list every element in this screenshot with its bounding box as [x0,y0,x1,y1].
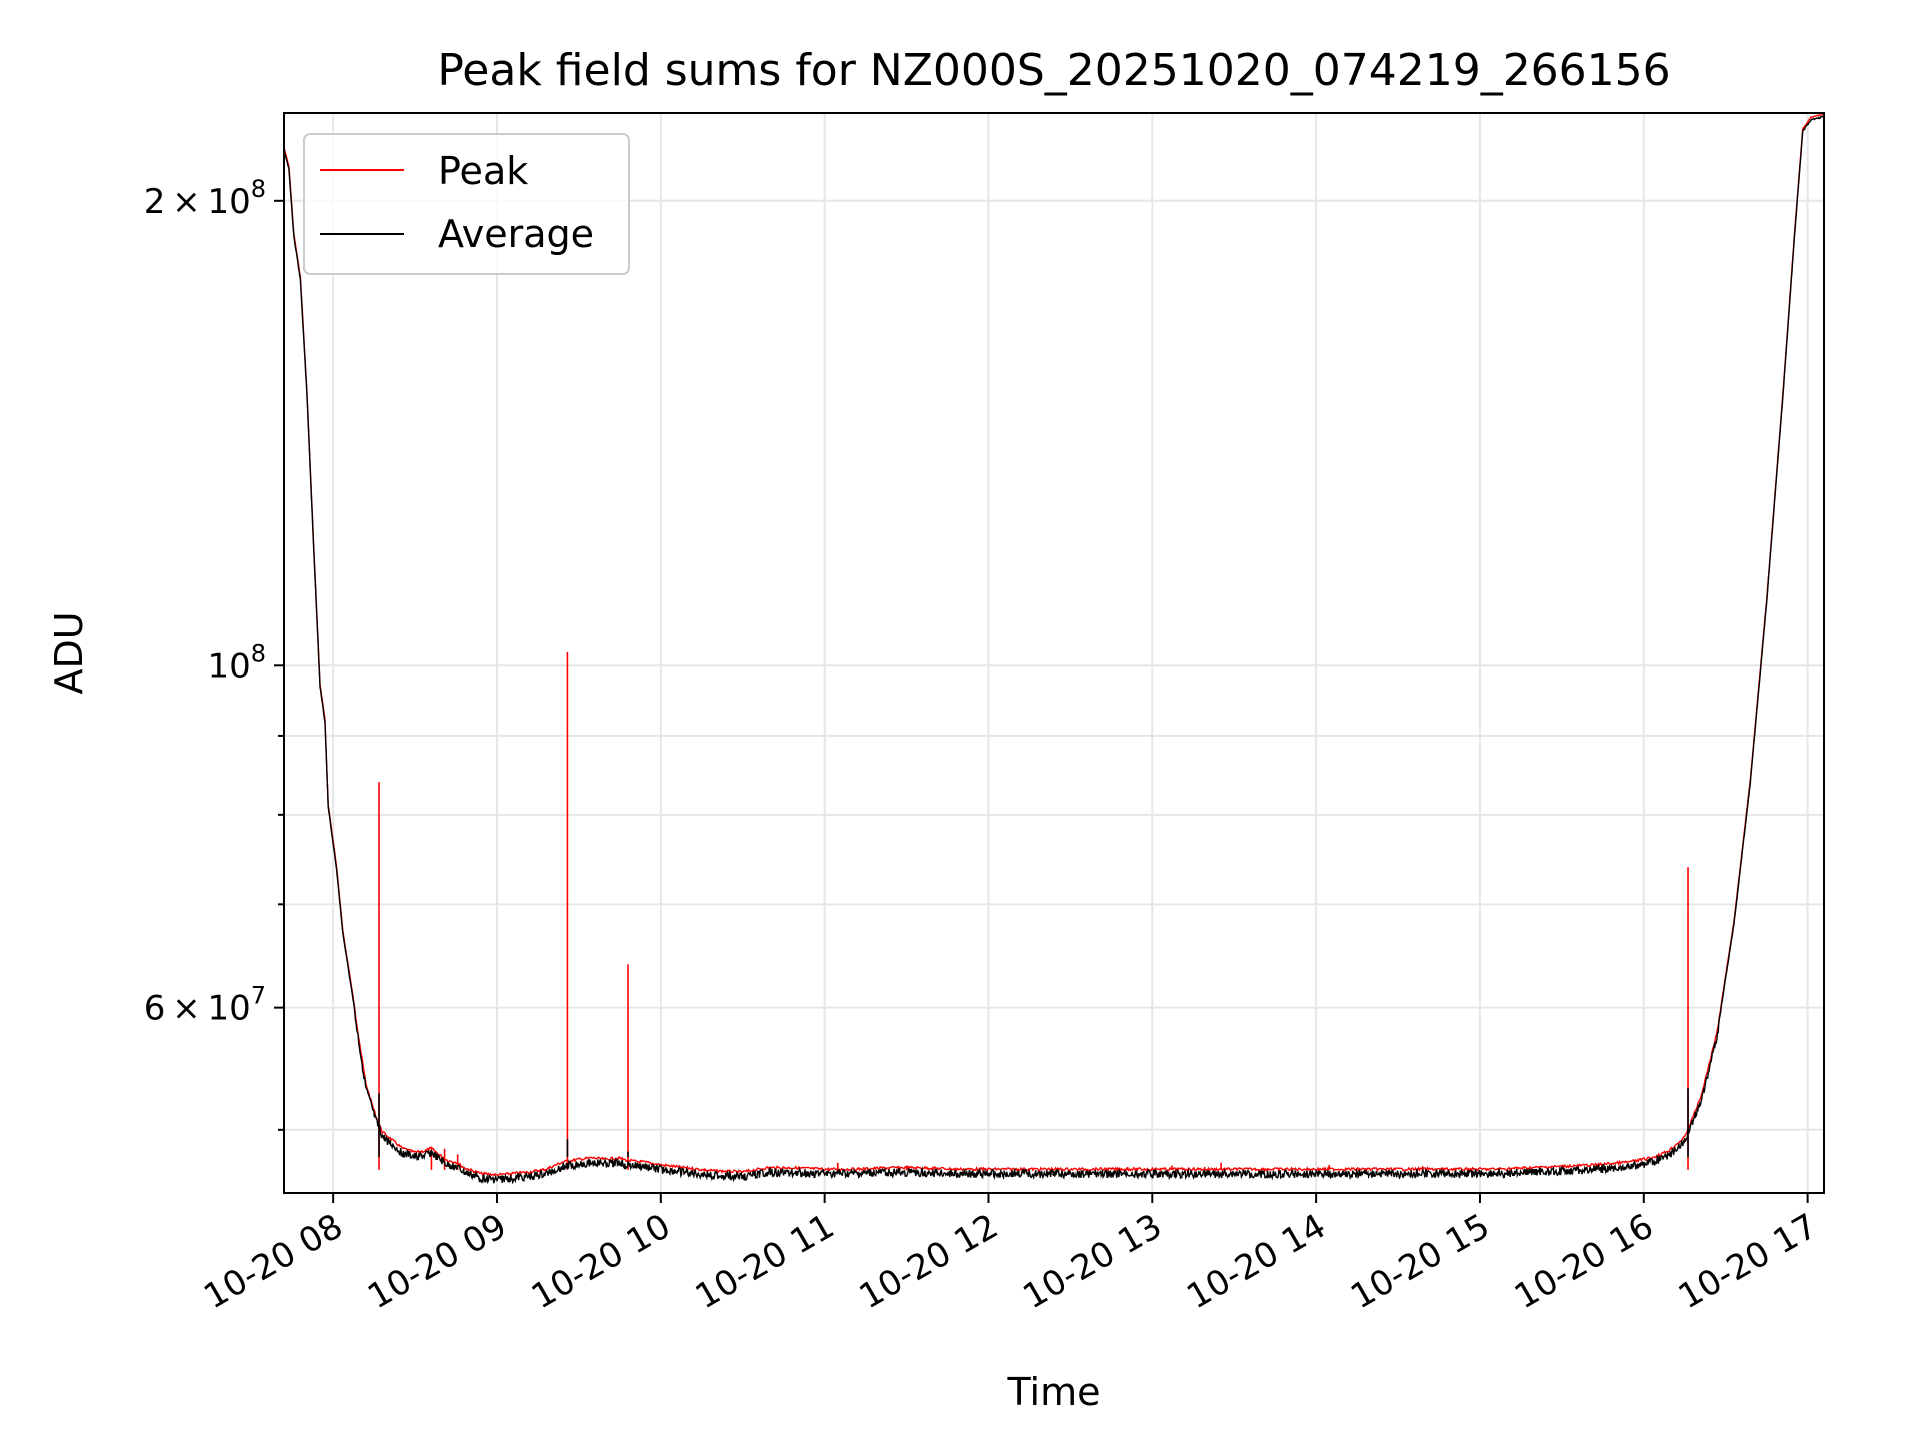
legend-peak-label: Peak [438,149,528,193]
grid [284,113,1824,1193]
legend-average-label: Average [438,212,594,256]
chart-title: Peak field sums for NZ000S_20251020_0742… [437,45,1670,96]
x-axis-label: Time [1007,1370,1101,1414]
average-series-line [284,115,1824,1185]
legend: Peak Average [303,133,630,275]
series-layer [284,113,1824,1185]
y-tick-label: 2 × 108 [144,175,266,222]
y-axis-label: ADU [47,611,91,694]
y-tick-label: 6 × 107 [144,982,266,1029]
plot-frame [283,112,1825,1194]
peak-series-line [284,113,1824,1177]
